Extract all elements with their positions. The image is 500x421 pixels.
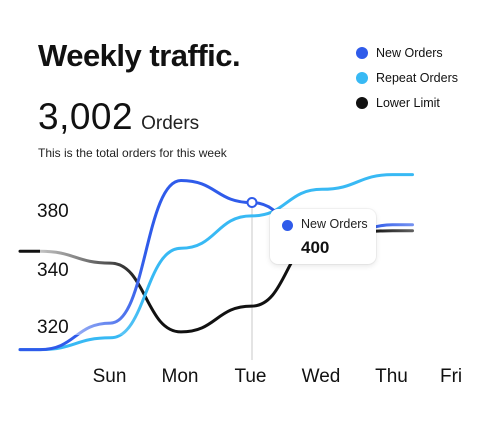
x-tick-label: Sun: [93, 366, 127, 387]
total-orders: 3,002 Orders: [38, 96, 199, 138]
tooltip: New Orders 400: [270, 209, 376, 264]
legend-item-repeat-orders[interactable]: Repeat Orders: [356, 65, 458, 90]
legend-swatch-repeat-orders: [356, 71, 368, 84]
legend-item-new-orders[interactable]: New Orders: [356, 40, 458, 65]
chart-title: Weekly traffic.: [38, 38, 241, 73]
legend-label-repeat-orders: Repeat Orders: [376, 70, 458, 85]
legend: New Orders Repeat Orders Lower Limit: [356, 40, 458, 115]
edge-fade: [40, 195, 465, 335]
x-tick-label: Tue: [234, 366, 266, 387]
hover-markers: [246, 197, 258, 208]
legend-item-lower-limit[interactable]: Lower Limit: [356, 90, 458, 115]
legend-swatch-lower-limit: [356, 96, 368, 109]
x-tick-label: Wed: [302, 366, 341, 387]
tooltip-value: 400: [301, 238, 330, 257]
legend-label-lower-limit: Lower Limit: [376, 95, 440, 110]
tooltip-label: New Orders: [301, 217, 368, 231]
x-axis: Sun Mon Tue Wed Thu Fri: [93, 366, 463, 387]
legend-swatch-new-orders: [356, 46, 368, 59]
y-tick-label: 340: [37, 260, 69, 281]
x-tick-label: Thu: [375, 366, 408, 387]
y-axis: 320 340 380: [37, 201, 69, 338]
hover-point[interactable]: [246, 197, 258, 208]
y-tick-label: 380: [37, 201, 69, 222]
total-orders-value: 3,002: [38, 96, 134, 137]
x-tick-label: Mon: [162, 366, 199, 387]
tooltip-series-dot: [282, 220, 293, 231]
chart-subtitle: This is the total orders for this week: [38, 146, 227, 160]
x-tick-label: Fri: [440, 366, 462, 387]
legend-label-new-orders: New Orders: [376, 45, 443, 60]
total-orders-unit: Orders: [141, 113, 200, 134]
y-tick-label: 320: [37, 317, 69, 338]
